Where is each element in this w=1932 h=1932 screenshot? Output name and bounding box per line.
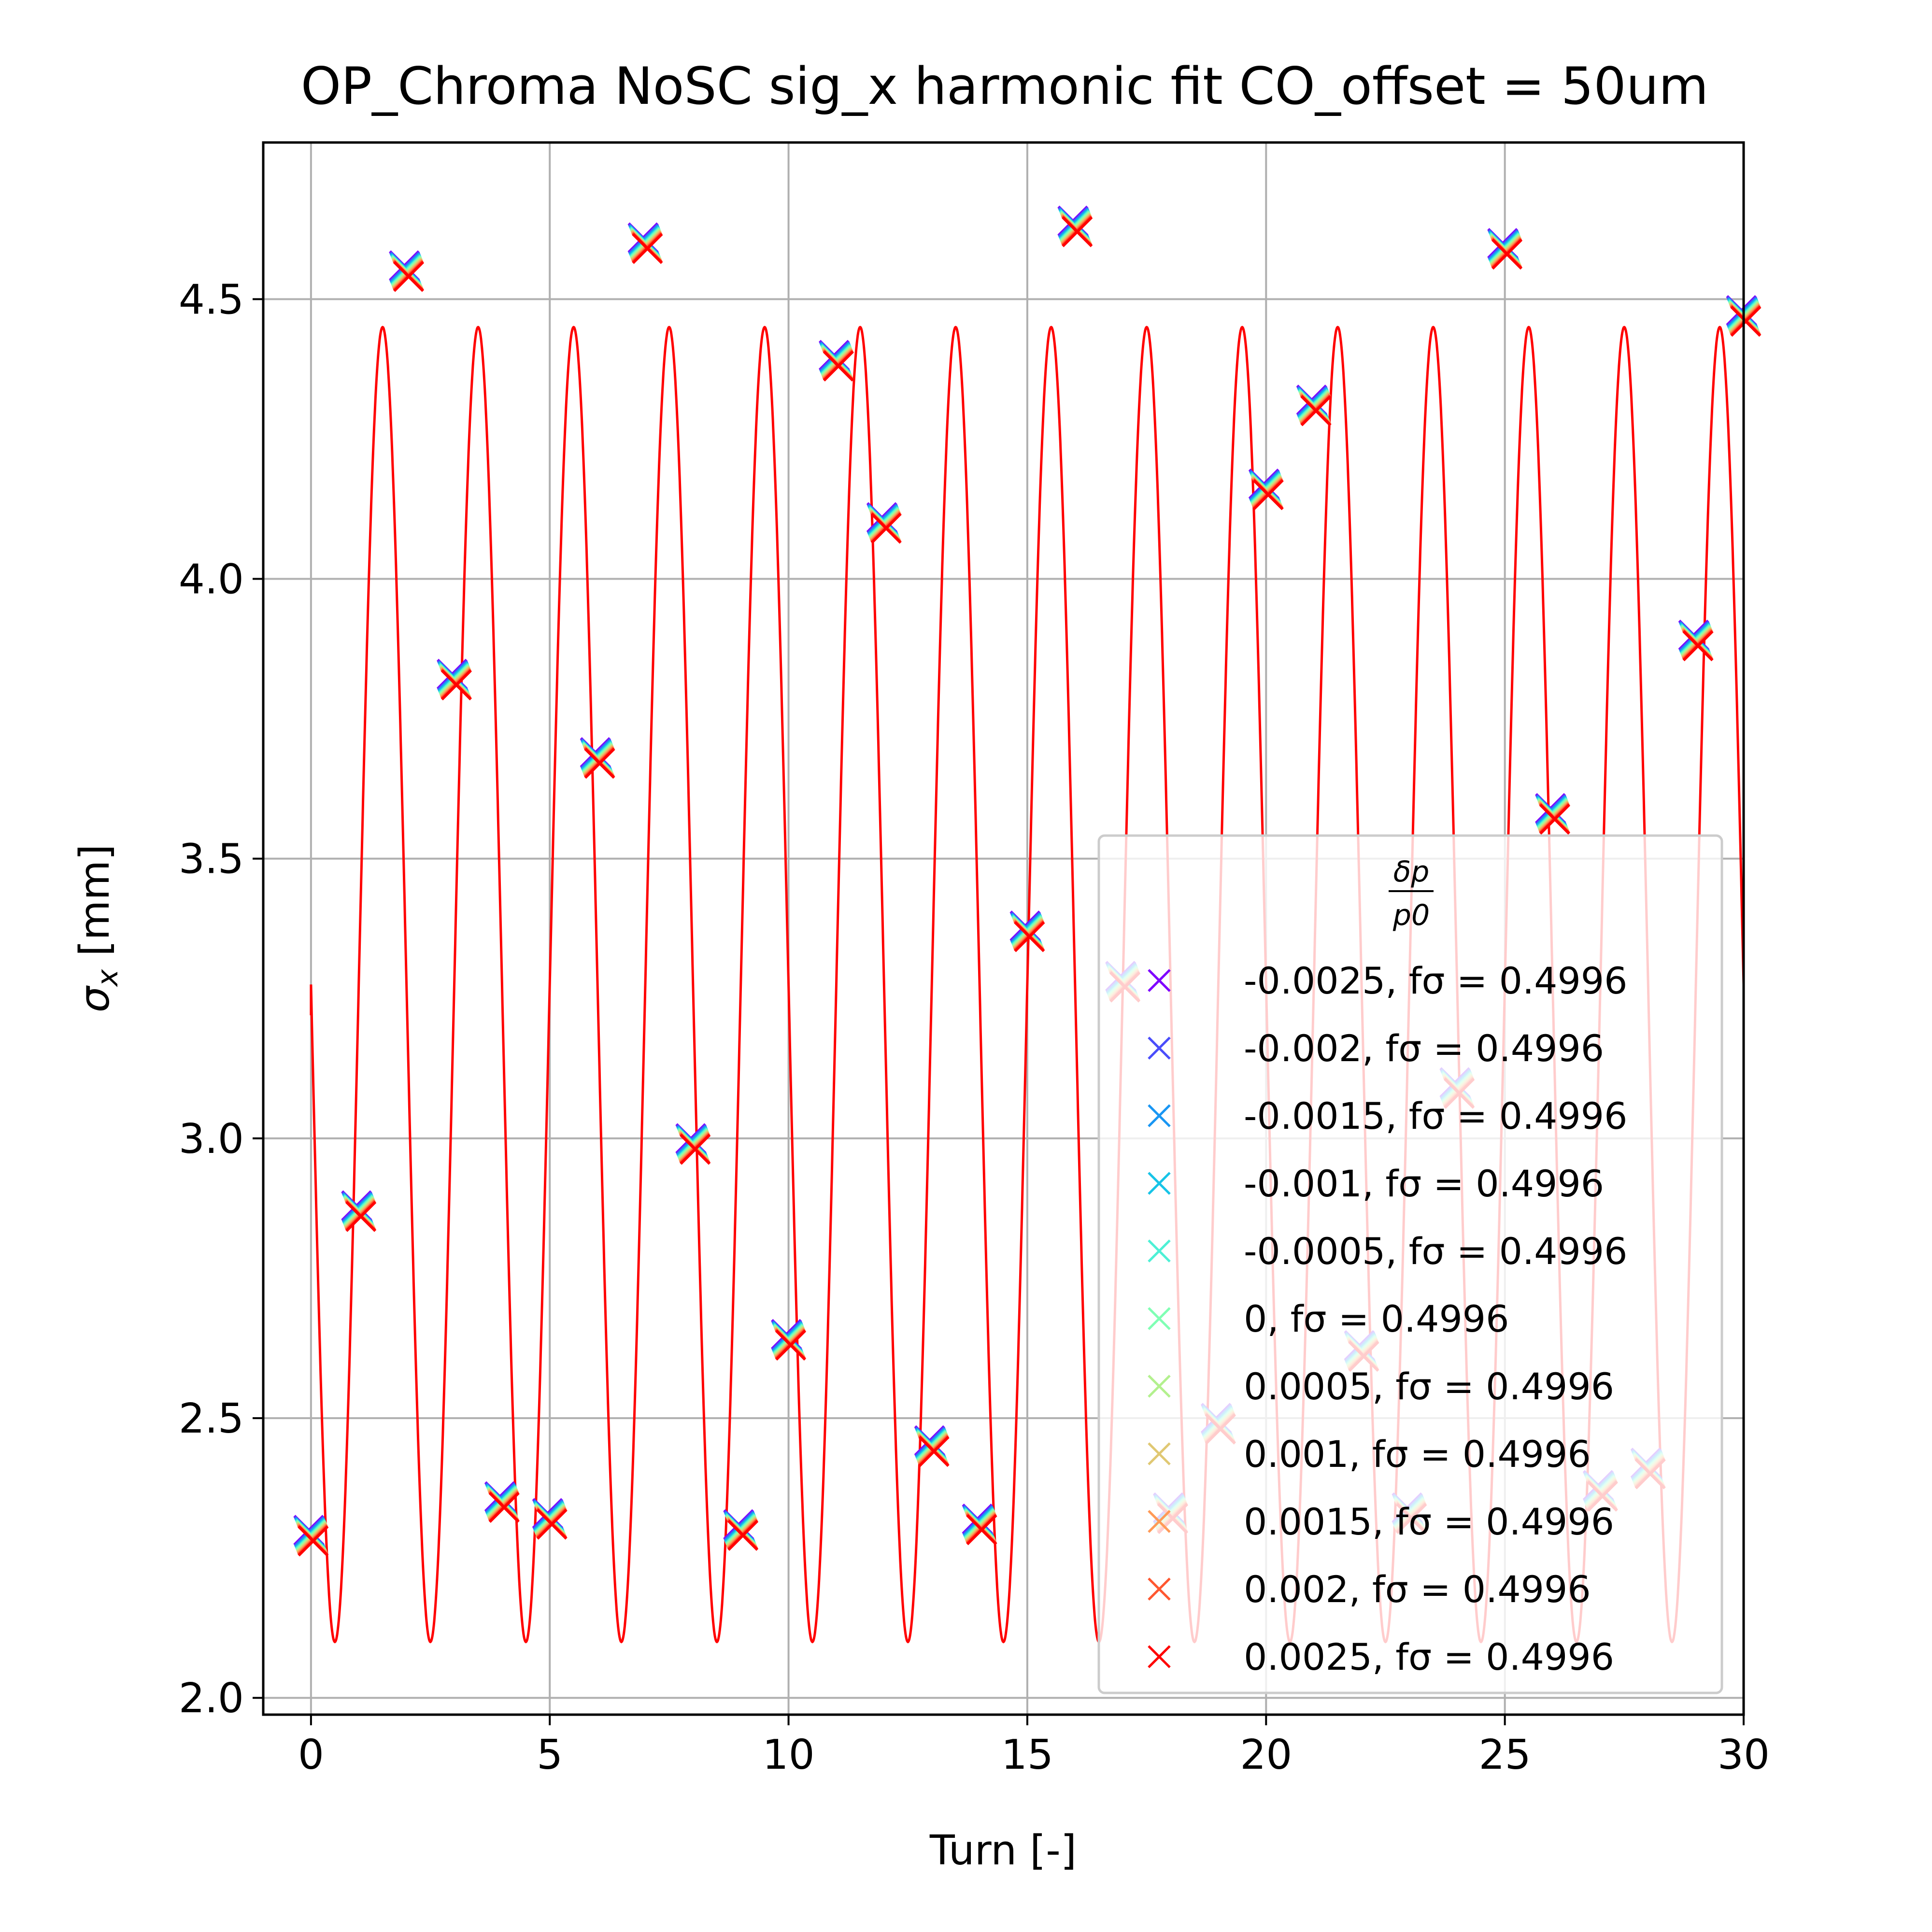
legend-title-denominator: p0 [1392,898,1430,932]
chart-title: OP_Chroma NoSC sig_x harmonic fit CO_off… [301,57,1709,116]
data-point [870,512,902,544]
x-tick-label: 5 [537,1731,563,1779]
legend-entry-label: 0.002, fσ = 0.4996 [1244,1568,1591,1611]
legend-marker [1148,1239,1171,1263]
legend-marker [1148,1510,1171,1533]
legend-box [1097,834,1723,1694]
data-point [440,669,472,701]
legend-title-numerator: δp [1393,855,1430,889]
legend-marker [1148,1037,1171,1060]
data-point [488,1492,520,1523]
legend-entry-label: -0.0025, fσ = 0.4996 [1244,959,1628,1002]
data-point [1682,630,1714,662]
data-point [1300,395,1332,426]
y-tick-label: 4.0 [179,556,244,604]
legend-entry-label: 0.0015, fσ = 0.4996 [1244,1500,1614,1543]
y-axis-label: σx [mm] [71,844,125,1012]
legend-marker [1148,1577,1171,1601]
legend-entry-label: -0.0005, fσ = 0.4996 [1244,1230,1628,1273]
x-tick-label: 15 [1001,1731,1053,1779]
data-point [1539,803,1571,835]
legend-entries: -0.0025, fσ = 0.4996 -0.002, fσ = 0.4996 -… [1148,959,1628,1678]
legend-entry-label: 0, fσ = 0.4996 [1244,1297,1509,1340]
legend-marker [1148,1375,1171,1398]
legend-entry-label: 0.0025, fσ = 0.4996 [1244,1635,1614,1678]
data-point [1491,238,1523,270]
data-point [775,1329,807,1361]
legend-entry-label: 0.0005, fσ = 0.4996 [1244,1365,1614,1408]
legend-marker [1148,1442,1171,1465]
legend-marker [1148,1307,1171,1330]
data-point [632,233,663,264]
x-tick-label: 20 [1240,1731,1292,1779]
x-axis-label: Turn [-] [929,1827,1077,1875]
x-tick-label: 25 [1479,1731,1531,1779]
y-tick-label: 4.5 [179,276,244,324]
legend-marker [1148,969,1171,992]
y-tick-label: 3.0 [179,1115,244,1163]
legend-marker [1148,1645,1171,1668]
data-point [966,1514,997,1546]
data-point [823,350,854,382]
data-point [536,1508,568,1540]
data-point [345,1201,377,1232]
y-axis-ticks: 2.0 2.5 3.0 3.5 4.0 4.5 [179,276,263,1722]
legend: δp p0 -0.0025, fσ = 0.4996 -0.002, fσ = 0… [1097,834,1723,1694]
legend-marker [1148,1104,1171,1127]
x-tick-label: 0 [298,1731,324,1779]
legend-entry-label: -0.0015, fσ = 0.4996 [1244,1094,1628,1137]
x-axis-ticks: 0 5 10 15 20 25 30 [298,1715,1770,1779]
data-point [1252,479,1284,511]
data-point [393,261,425,292]
y-tick-label: 2.0 [179,1675,244,1722]
legend-entry-label: -0.002, fσ = 0.4996 [1244,1027,1604,1070]
data-point [1062,216,1093,247]
legend-entry-label: 0.001, fσ = 0.4996 [1244,1433,1591,1476]
x-tick-label: 30 [1718,1731,1770,1779]
data-point [727,1520,759,1551]
data-point [680,1134,711,1165]
legend-entry-label: -0.001, fσ = 0.4996 [1244,1162,1604,1205]
data-point [584,748,615,779]
data-point [918,1435,950,1467]
y-tick-label: 2.5 [179,1395,244,1443]
legend-marker [1148,1172,1171,1195]
x-tick-label: 10 [762,1731,814,1779]
data-point [1730,305,1762,337]
data-point [298,1525,329,1557]
data-point [1014,921,1045,952]
y-tick-label: 3.5 [179,836,244,883]
plot-frame [262,141,1745,1716]
